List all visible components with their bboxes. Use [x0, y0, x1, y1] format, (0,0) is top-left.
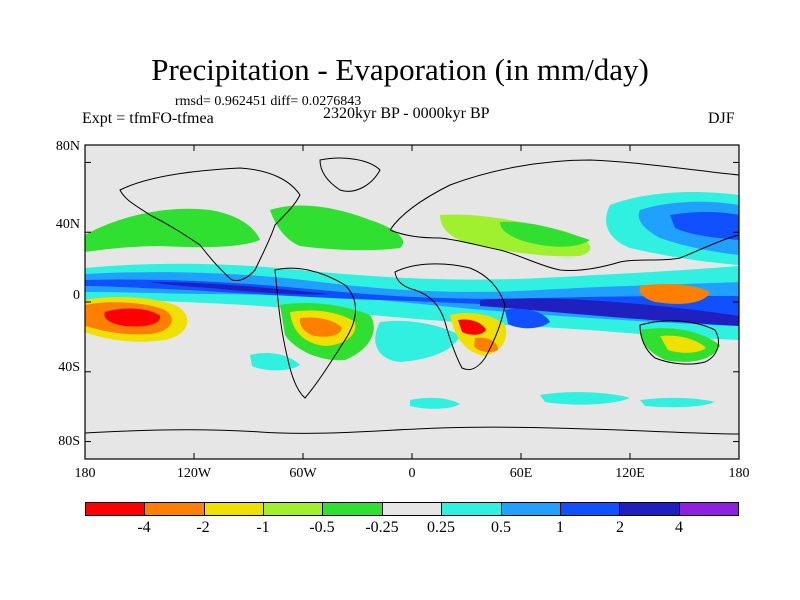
colorbar-label: -2: [196, 519, 210, 536]
eurasia-coast: [389, 159, 740, 271]
nh-green-asia: [500, 221, 590, 247]
s-africa-dry-red: [458, 319, 486, 335]
colorbar: [85, 502, 739, 516]
colorbar-label: -0.5: [309, 519, 335, 536]
colorbar-label: -0.25: [365, 519, 399, 536]
x-label-120w: 120W: [176, 466, 212, 481]
colorbar-label: 1: [556, 519, 564, 536]
colorbar-swatch: [323, 503, 383, 515]
antarctica-coast: [84, 426, 740, 435]
africa-coast: [394, 263, 506, 371]
x-label-60e: 60E: [509, 466, 533, 481]
colorbar-swatch: [442, 503, 502, 515]
season-label: DJF: [708, 110, 735, 127]
x-label-180e: 180: [728, 466, 750, 481]
coastlines: [84, 157, 740, 435]
colorbar-swatch: [560, 503, 621, 515]
x-label-60w: 60W: [289, 466, 317, 481]
sa-dry-orange: [299, 317, 342, 337]
colorbar-label: 0.25: [427, 519, 455, 536]
se-pacific-dry-red: [104, 308, 161, 327]
nh-wet-band-atlantic: [270, 205, 404, 251]
s-atlantic-wet: [375, 320, 460, 362]
colorbar-label: -1: [256, 519, 270, 536]
nw-pacific-core: [670, 211, 739, 240]
axis-ticks: [84, 145, 740, 459]
field-layer: [85, 145, 739, 459]
indian-ocean-band: [480, 298, 739, 326]
colorbar-swatch: [382, 503, 443, 515]
y-label-0: 0: [73, 288, 80, 303]
south-america-coast: [274, 267, 356, 399]
southern-ocean-cyan-2: [540, 392, 630, 405]
s-africa-dry-orange: [474, 337, 498, 353]
x-label-0: 0: [408, 466, 416, 481]
colorbar-swatch: [86, 503, 146, 515]
australia-dry-yellow: [660, 335, 706, 353]
colorbar-swatch: [145, 503, 205, 515]
map-title: Precipitation - Evaporation (in mm/day): [151, 52, 649, 87]
y-label-40n: 40N: [55, 217, 80, 232]
period-label: 2320kyr BP - 0000kyr BP: [323, 105, 490, 122]
colorbar-label: 2: [616, 519, 624, 536]
colorbar-swatch: [501, 503, 561, 515]
stats-text: rmsd= 0.962451 diff= 0.0276843: [175, 94, 362, 109]
nh-wet-band-pacific: [85, 208, 260, 252]
colorbar-swatch: [264, 503, 324, 515]
y-label-80n: 80N: [55, 139, 80, 154]
experiment-label: Expt = tfmFO-tfmea: [82, 110, 214, 127]
southern-ocean-cyan-1: [410, 397, 460, 409]
sw-indian-wet: [505, 308, 550, 329]
maritime-dry-orange: [639, 284, 710, 304]
itcz-indigo: [150, 282, 330, 295]
x-label-120e: 120E: [615, 466, 645, 481]
colorbar-swatch: [204, 503, 265, 515]
greenland-coast: [319, 157, 381, 192]
colorbar-swatch: [679, 503, 738, 515]
x-label-180w: 180: [74, 466, 96, 481]
y-label-40s: 40S: [58, 360, 80, 375]
colorbar-label: -4: [137, 519, 151, 536]
colorbar-label: 0.5: [491, 519, 511, 536]
north-america-coast: [119, 167, 301, 281]
southern-ocean-cyan-3: [640, 397, 715, 408]
colorbar-swatch: [620, 503, 680, 515]
australia-coast: [639, 320, 719, 365]
colorbar-label: 4: [675, 519, 683, 536]
y-label-80s: 80S: [58, 434, 80, 449]
